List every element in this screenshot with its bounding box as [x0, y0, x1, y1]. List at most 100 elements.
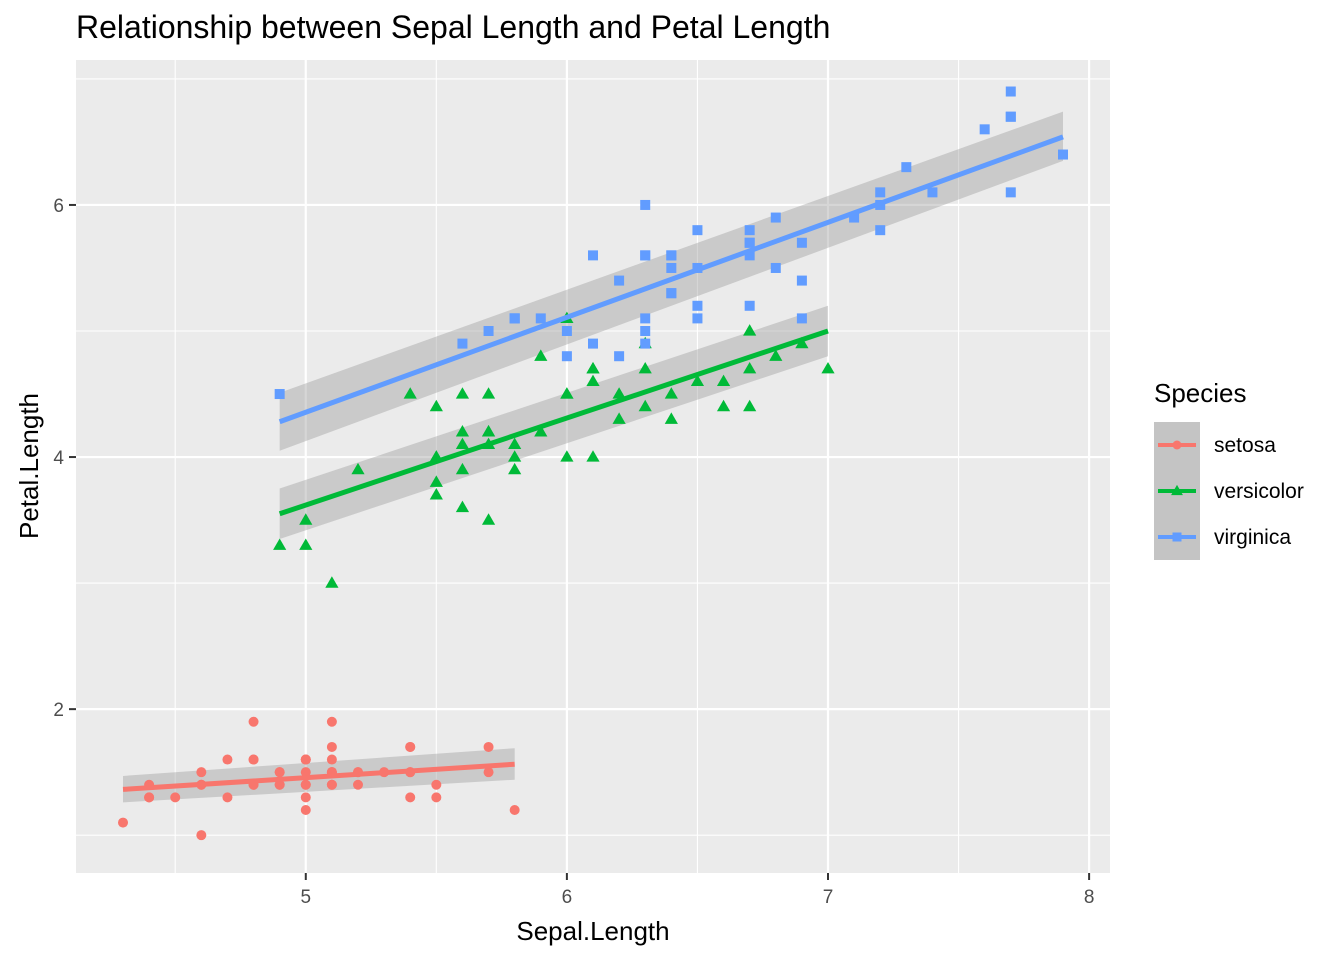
point-virginica — [666, 262, 677, 273]
point-versicolor — [403, 387, 417, 399]
point-virginica — [561, 326, 572, 336]
y-tick-label: 2 — [53, 700, 64, 721]
legend-label-setosa: setosa — [1214, 434, 1276, 457]
point-virginica — [640, 250, 651, 261]
point-versicolor — [429, 475, 443, 487]
point-virginica — [927, 187, 938, 198]
point-virginica — [561, 351, 572, 362]
point-setosa — [483, 741, 494, 752]
point-virginica — [588, 250, 598, 261]
legend-label-virginica: virginica — [1214, 526, 1291, 549]
point-versicolor — [429, 399, 443, 412]
point-setosa — [118, 817, 128, 828]
point-setosa — [300, 792, 311, 803]
point-setosa — [300, 779, 311, 790]
point-virginica — [614, 275, 625, 286]
point-setosa — [222, 754, 233, 765]
point-virginica — [614, 351, 625, 362]
point-virginica — [901, 162, 912, 173]
point-versicolor — [743, 324, 757, 336]
point-versicolor — [429, 488, 443, 500]
fit-line-setosa — [122, 761, 515, 792]
point-versicolor — [716, 374, 731, 387]
point-versicolor — [795, 336, 809, 349]
point-versicolor — [534, 425, 548, 437]
legend-key-marker-setosa — [1172, 440, 1182, 450]
chart-title: Relationship between Sepal Length and Pe… — [76, 9, 830, 45]
y-axis-title: Petal.Length — [14, 393, 44, 539]
point-virginica — [744, 237, 755, 248]
point-versicolor — [664, 412, 678, 424]
point-versicolor — [273, 538, 287, 550]
point-versicolor — [481, 513, 496, 525]
point-virginica — [1005, 187, 1016, 198]
point-virginica — [875, 187, 886, 198]
y-tick-label: 4 — [53, 448, 64, 469]
point-versicolor — [508, 462, 522, 475]
x-axis-title: Sepal.Length — [516, 916, 669, 946]
point-virginica — [796, 237, 807, 248]
point-setosa — [196, 830, 207, 841]
point-versicolor — [743, 399, 757, 412]
point-versicolor — [821, 361, 835, 374]
y-tick-label: 6 — [53, 196, 64, 217]
point-versicolor — [586, 361, 600, 374]
point-versicolor — [743, 361, 757, 374]
legend: Species setosa versicolor virginica — [1154, 378, 1304, 560]
point-versicolor — [508, 437, 522, 450]
point-versicolor — [455, 462, 470, 475]
point-virginica — [875, 225, 886, 236]
point-virginica — [1005, 111, 1016, 122]
point-setosa — [248, 754, 259, 765]
point-virginica — [744, 250, 755, 261]
point-setosa — [300, 804, 311, 815]
point-virginica — [640, 313, 651, 324]
plot-panel — [76, 60, 1110, 873]
point-virginica — [274, 389, 285, 400]
x-axis-ticks: 5 6 7 8 — [300, 873, 1094, 908]
point-setosa — [144, 792, 155, 803]
y-axis-ticks: 2 4 6 — [53, 196, 76, 721]
point-versicolor — [325, 576, 339, 588]
point-virginica — [979, 124, 990, 135]
point-virginica — [692, 300, 703, 311]
point-virginica — [796, 275, 807, 286]
x-tick-label: 7 — [823, 887, 834, 908]
point-virginica — [849, 212, 860, 223]
point-setosa — [509, 804, 520, 815]
point-versicolor — [455, 500, 470, 513]
point-setosa — [483, 767, 494, 778]
point-versicolor — [560, 450, 574, 462]
point-setosa — [353, 779, 363, 790]
legend-keys: setosa versicolor virginica — [1154, 422, 1304, 560]
point-versicolor — [586, 450, 600, 462]
point-setosa — [300, 754, 311, 765]
point-versicolor — [534, 349, 548, 361]
point-setosa — [274, 779, 285, 790]
point-virginica — [640, 326, 651, 336]
point-versicolor — [638, 399, 652, 412]
point-versicolor — [716, 399, 731, 412]
point-versicolor — [638, 361, 652, 374]
point-virginica — [744, 300, 755, 311]
minor-gridlines — [76, 60, 1110, 873]
point-virginica — [535, 313, 546, 324]
point-virginica — [692, 225, 703, 236]
point-setosa — [222, 792, 233, 803]
point-virginica — [692, 313, 703, 324]
point-virginica — [1005, 86, 1016, 97]
point-setosa — [196, 767, 207, 778]
point-virginica — [509, 313, 520, 324]
point-setosa — [431, 779, 442, 790]
point-versicolor — [560, 387, 574, 399]
legend-key-marker-virginica — [1172, 532, 1182, 542]
point-versicolor — [351, 462, 365, 475]
x-tick-label: 5 — [300, 887, 311, 908]
point-versicolor — [481, 387, 496, 399]
point-setosa — [326, 741, 337, 752]
point-versicolor — [690, 374, 705, 387]
point-virginica — [770, 212, 781, 223]
point-setosa — [405, 792, 416, 803]
point-virginica — [640, 338, 651, 349]
